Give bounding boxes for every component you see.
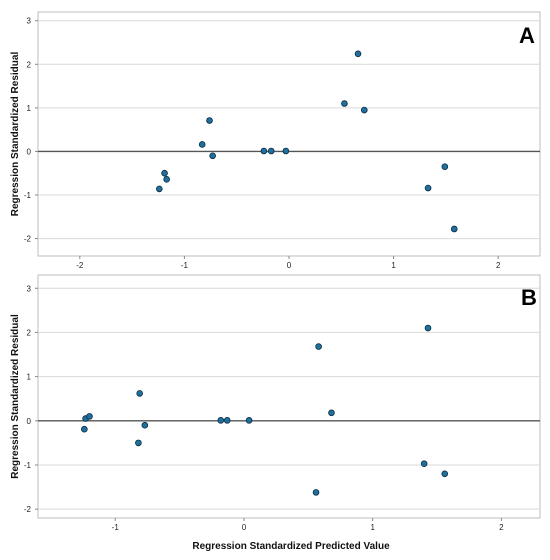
panel-b-y-tick-label: 3 bbox=[27, 284, 32, 293]
panel-b-frame bbox=[37, 274, 541, 519]
panel-a-x-ticks: -2 -1 0 1 2 bbox=[76, 256, 501, 270]
panel-a-data-point bbox=[161, 169, 168, 177]
panel-b-x-tick-label: 2 bbox=[499, 523, 504, 532]
panel-a-data-point bbox=[282, 147, 290, 155]
panel-b-data-point bbox=[315, 343, 322, 350]
panel-b-y-tick-label: 2 bbox=[27, 328, 32, 337]
panel-b-x-tick-label: 1 bbox=[370, 523, 375, 532]
panel-b-y-axis-title: Regression Standardized Residual bbox=[10, 314, 21, 479]
panel-a-data-point bbox=[450, 225, 458, 233]
panel-a-y-axis-title: Regression Standardized Residual bbox=[10, 52, 21, 217]
panel-a-data-point bbox=[354, 50, 362, 58]
panel-b-data-point bbox=[245, 417, 253, 424]
panel-b-data-point bbox=[420, 460, 428, 467]
panel-b-data-point bbox=[141, 421, 149, 429]
panel-b-data-point bbox=[441, 470, 449, 478]
panel-b-y-ticks: -2 -1 0 1 2 3 bbox=[24, 284, 38, 514]
panel-b-data-point bbox=[135, 439, 142, 447]
panel-a-frame bbox=[37, 11, 541, 257]
panel-a-points bbox=[156, 50, 458, 233]
panel-b-data-point bbox=[81, 425, 88, 433]
panel-a-letter: A bbox=[519, 23, 535, 48]
panel-b-points bbox=[81, 324, 449, 496]
panel-b-letter: B bbox=[521, 285, 537, 310]
panel-b-x-ticks: -1 0 1 2 bbox=[112, 518, 504, 532]
panel-b-data-point bbox=[312, 489, 320, 496]
panel-a-data-point bbox=[206, 117, 213, 124]
panel-a-y-tick-label: 2 bbox=[27, 60, 32, 69]
panel-a-x-tick-label: 0 bbox=[287, 261, 292, 270]
panel-b-gridlines bbox=[38, 287, 540, 510]
panel-a-x-tick-label: 2 bbox=[496, 261, 501, 270]
panel-b: -2 -1 0 1 2 3 -1 0 1 2 Regression Standardized R… bbox=[10, 274, 541, 552]
panel-b-x-tick-label: -1 bbox=[112, 523, 120, 532]
panel-b-data-point bbox=[86, 413, 93, 420]
panel-b-data-point bbox=[223, 417, 231, 424]
panel-a-data-point bbox=[198, 141, 206, 148]
panel-b-data-point bbox=[424, 324, 432, 332]
panel-b-y-tick-label: -1 bbox=[24, 461, 32, 470]
panel-a-y-tick-label: 3 bbox=[27, 17, 32, 26]
panel-a-data-point bbox=[341, 100, 348, 107]
panel-a-x-tick-label: -1 bbox=[181, 261, 189, 270]
panel-b-data-point bbox=[217, 417, 225, 424]
panel-a-data-point bbox=[267, 147, 275, 155]
panel-b-y-tick-label: 0 bbox=[27, 417, 32, 426]
panel-a-y-ticks: -2 -1 0 1 2 3 bbox=[24, 17, 38, 244]
panel-b-x-tick-label: 0 bbox=[242, 523, 247, 532]
panel-a-y-tick-label: -2 bbox=[24, 235, 32, 244]
panel-a-data-point bbox=[156, 185, 163, 193]
panel-a-data-point bbox=[209, 152, 216, 160]
panel-b-y-tick-label: -2 bbox=[24, 505, 32, 514]
panel-b-x-axis-title: Regression Standardized Predicted Value bbox=[192, 541, 390, 552]
panel-a-data-point bbox=[163, 176, 170, 183]
panel-b-y-tick-label: 1 bbox=[27, 373, 32, 382]
panel-a-x-tick-label: -2 bbox=[76, 261, 84, 270]
panel-b-data-point bbox=[328, 409, 335, 417]
panel-b-data-point bbox=[136, 390, 143, 397]
panel-a: -2 -1 0 1 2 3 -2 -1 0 1 2 Regression Standardized… bbox=[10, 11, 541, 270]
panel-a-y-tick-label: 0 bbox=[27, 147, 32, 156]
panel-a-y-tick-label: -1 bbox=[24, 191, 32, 200]
panel-a-data-point bbox=[360, 106, 368, 114]
panel-a-data-point bbox=[441, 163, 449, 170]
panel-a-y-tick-label: 1 bbox=[27, 104, 32, 113]
panel-a-data-point bbox=[260, 147, 268, 155]
panel-a-x-tick-label: 1 bbox=[391, 261, 396, 270]
panel-a-data-point bbox=[424, 184, 432, 192]
